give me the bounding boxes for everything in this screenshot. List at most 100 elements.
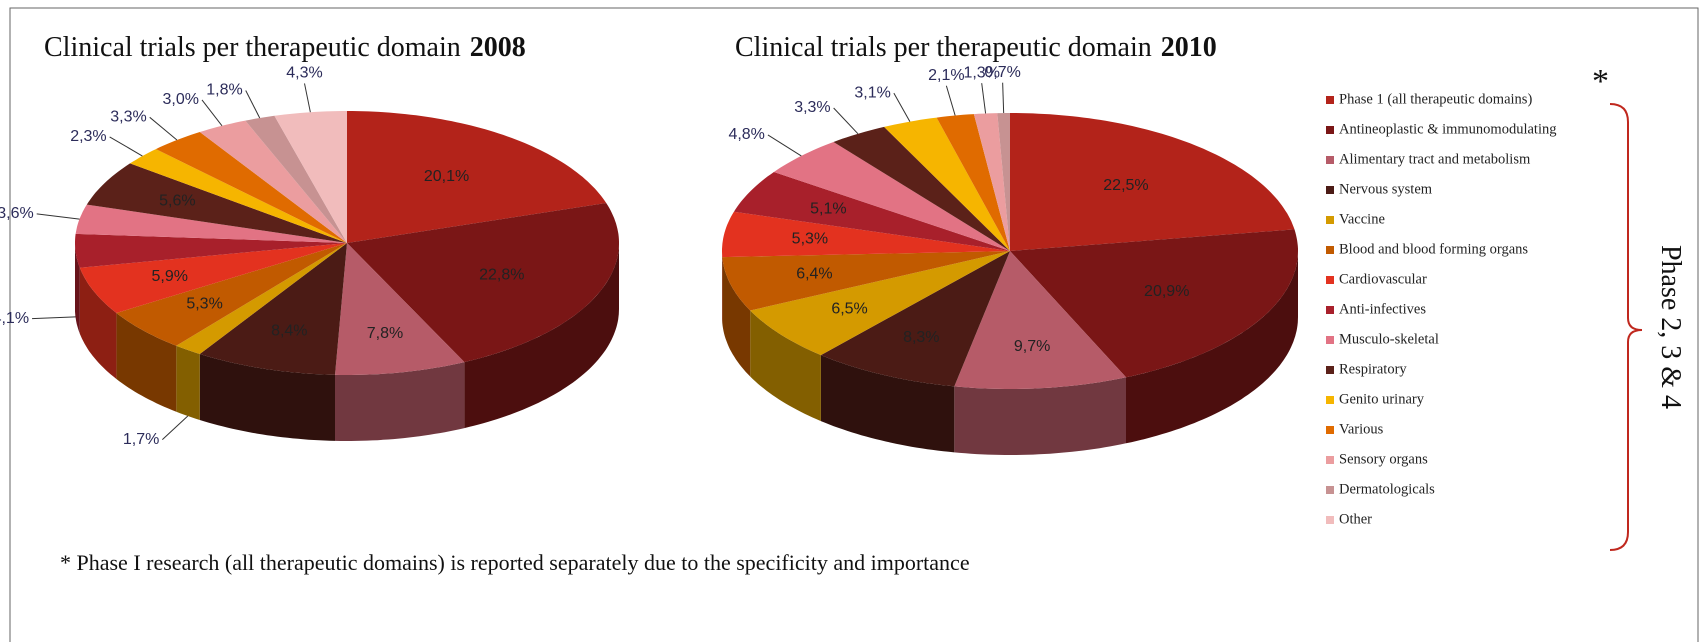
legend-swatch [1326,516,1334,524]
slice [973,113,1010,251]
slice [155,132,347,243]
slice [335,243,465,375]
pie [75,111,619,441]
slice-side [954,377,1126,455]
legend-swatch [1326,306,1334,314]
leader-line [36,213,80,220]
slice [347,111,607,243]
value-label: 9,7% [1014,338,1050,355]
legend-label: Antineoplastic & immunomodulating [1339,121,1556,137]
legend-label: Dermatologicals [1339,481,1435,497]
legend-swatch [1326,246,1334,254]
value-label: 5,6% [159,192,195,209]
legend-swatch [1326,366,1334,374]
value-label: 5,3% [186,296,222,313]
legend-label: Cardiovascular [1339,271,1427,287]
legend-swatch [1326,486,1334,494]
value-label: 22,8% [479,267,524,284]
slice-side [820,355,955,453]
chart-title: Clinical trials per therapeutic domain 20… [735,32,1217,63]
legend-swatch [1326,456,1334,464]
value-label: 22,5% [1103,177,1148,194]
legend-label: Anti-infectives [1339,301,1426,317]
slice [722,251,1010,311]
slice [274,111,347,243]
title-text: Clinical trials per therapeutic domain [44,32,461,63]
slice [936,114,1010,251]
leader-line [1002,82,1005,114]
legend-label: Blood and blood forming organs [1339,241,1528,257]
bracket-label: Phase 2, 3 & 4 [1655,245,1686,409]
legend-label: Musculo-skeletal [1339,331,1439,347]
footnote: * Phase I research (all therapeutic doma… [60,550,970,575]
pie [722,113,1298,455]
legend-label: Nervous system [1339,181,1433,197]
slice [773,142,1010,251]
value-label: 1,8% [206,82,242,99]
slice [884,117,1010,251]
leader-line [304,83,311,113]
slice [199,243,347,375]
slice [1010,113,1295,251]
slice-side [750,310,821,422]
leader-line [833,107,859,135]
bracket [1609,103,1643,551]
legend-label: Genito urinary [1339,391,1425,407]
title-year: 2008 [470,32,526,63]
slice [86,163,348,243]
slice [833,126,1010,251]
slice [722,211,1010,258]
leader-line [201,99,223,127]
slice [1010,229,1298,378]
slice-side [722,257,751,377]
legend-label: Sensory organs [1339,451,1428,467]
leader-line [767,134,802,157]
value-label: 8,3% [903,329,939,346]
value-label: 5,1% [810,200,846,217]
legend-swatch [1326,276,1334,284]
legend-label: Phase 1 (all therapeutic domains) [1339,91,1532,107]
value-label: 4,1% [0,310,29,327]
slice [750,251,1010,356]
value-label: 2,3% [70,128,106,145]
value-label: 3,3% [794,99,830,116]
slice-side [176,345,200,420]
slice [245,115,347,243]
slice [116,243,348,346]
value-label: 0,7% [984,64,1020,81]
legend-swatch [1326,426,1334,434]
value-label: 6,5% [831,301,867,318]
slice-side [464,243,619,429]
leader-line [109,136,143,157]
slice [820,251,1010,387]
slice-side [335,362,465,441]
legend-label: Various [1339,421,1384,437]
slice-side [199,354,335,441]
leader-line [32,316,76,320]
leader-line [893,92,911,122]
slice [176,243,347,354]
value-label: 4,8% [728,126,764,143]
slice [75,204,347,243]
slice [347,203,619,363]
value-label: 8,4% [271,322,307,339]
legend-label: Alimentary tract and metabolism [1339,151,1531,167]
value-label: 1,7% [123,431,159,448]
value-label: 3,0% [163,91,199,108]
value-label: 20,1% [424,168,469,185]
value-label: 7,8% [367,325,403,342]
legend-swatch [1326,96,1334,104]
value-label: 4,3% [286,65,322,82]
slice [199,120,347,243]
leader-line [981,83,987,114]
value-label: 5,9% [152,268,188,285]
leader-line [149,116,178,141]
title-text: Clinical trials per therapeutic domain [735,32,1152,63]
slice-side [1126,251,1298,444]
legend-label: Vaccine [1339,211,1385,227]
title-year: 2010 [1161,32,1217,63]
leader-line [945,85,956,116]
slice [997,113,1010,251]
value-label: 1,3% [963,64,999,81]
